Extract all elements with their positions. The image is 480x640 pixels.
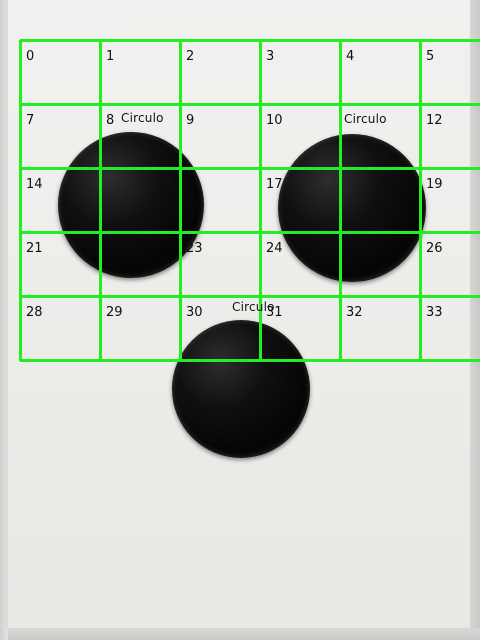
- black-circle-1: [58, 132, 204, 278]
- grid-line-horizontal: [20, 295, 480, 298]
- circle-label-2: Circulo: [344, 112, 387, 126]
- paper-edge: [470, 0, 480, 640]
- grid-cell-number: 17: [266, 177, 283, 192]
- grid-cell-number: 29: [106, 305, 123, 320]
- background-surface: [0, 0, 8, 640]
- grid-cell-number: 10: [266, 113, 283, 128]
- grid-cell-number: 3: [266, 49, 275, 64]
- grid-cell-number: 28: [26, 305, 43, 320]
- black-circle-2: [278, 134, 426, 282]
- grid-line-vertical: [339, 40, 342, 361]
- grid-line-horizontal: [20, 167, 480, 170]
- grid-cell-number: 9: [186, 113, 195, 128]
- grid-cell-number: 8: [106, 113, 115, 128]
- grid-cell-number: 33: [426, 305, 443, 320]
- grid-line-vertical: [19, 40, 22, 361]
- grid-cell-number: 7: [26, 113, 35, 128]
- grid-line-horizontal: [20, 231, 480, 234]
- grid-cell-number: 19: [426, 177, 443, 192]
- paper-sheet: [8, 0, 470, 628]
- grid-cell-number: 21: [26, 241, 43, 256]
- grid-line-vertical: [419, 40, 422, 361]
- grid-line-horizontal: [20, 103, 480, 106]
- grid-cell-number: 2: [186, 49, 195, 64]
- circle-label-3: Circulo: [232, 300, 275, 314]
- grid-cell-number: 32: [346, 305, 363, 320]
- grid-line-vertical: [179, 40, 182, 361]
- grid-cell-number: 5: [426, 49, 435, 64]
- black-circle-3: [172, 320, 310, 458]
- grid-cell-number: 23: [186, 241, 203, 256]
- grid-line-horizontal: [20, 359, 480, 362]
- grid-line-horizontal: [20, 39, 480, 42]
- grid-cell-number: 1: [106, 49, 115, 64]
- grid-line-vertical: [99, 40, 102, 361]
- grid-line-vertical: [259, 40, 262, 361]
- grid-cell-number: 26: [426, 241, 443, 256]
- circle-label-1: Circulo: [121, 111, 164, 125]
- grid-cell-number: 12: [426, 113, 443, 128]
- grid-cell-number: 14: [26, 177, 43, 192]
- grid-cell-number: 4: [346, 49, 355, 64]
- grid-cell-number: 30: [186, 305, 203, 320]
- paper-bottom-edge: [8, 628, 480, 640]
- grid-cell-number: 0: [26, 49, 35, 64]
- grid-cell-number: 24: [266, 241, 283, 256]
- grid-cell-number: 31: [266, 305, 283, 320]
